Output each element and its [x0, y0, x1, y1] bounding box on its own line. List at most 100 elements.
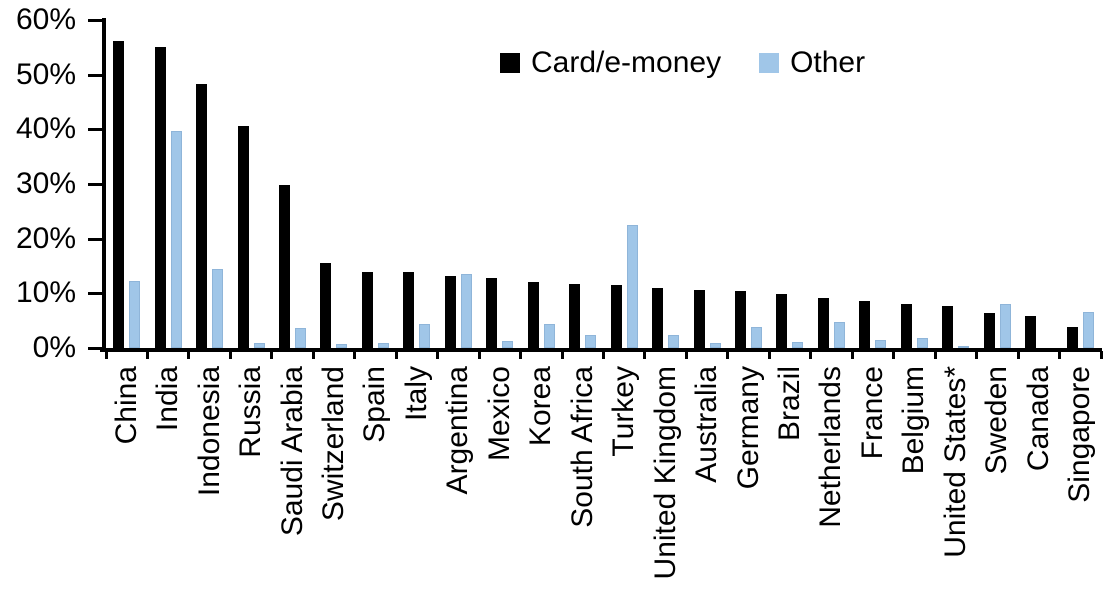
- x-tick-7: [394, 351, 398, 359]
- card-e-money-bar-australia: [693, 289, 705, 348]
- card-e-money-bar-turkey: [610, 285, 622, 348]
- bar-group-mexico: [479, 20, 520, 348]
- bar-group-china: [106, 20, 147, 348]
- x-tick-10: [519, 351, 523, 359]
- x-label-slot-canada: Canada: [1018, 366, 1059, 588]
- other-bar-india: [170, 131, 182, 348]
- card-e-money-bar-belgium: [900, 304, 912, 348]
- bar-group-indonesia: [189, 20, 230, 348]
- bar-group-turkey: [603, 20, 644, 348]
- x-category-label-russia: Russia: [234, 366, 268, 458]
- x-label-slot-indonesia: Indonesia: [189, 366, 230, 588]
- x-category-label-france: France: [855, 366, 889, 460]
- x-tick-21: [975, 351, 979, 359]
- x-axis-category-labels: China India Indonesia Russia Saudi Arabia Swi…: [106, 366, 1101, 588]
- y-tick-label-40: 40%: [15, 112, 76, 146]
- x-category-label-united-kingdom: United Kingdom: [648, 366, 682, 580]
- other-bar-netherlands: [833, 322, 845, 348]
- bar-group-spain: [355, 20, 396, 348]
- card-e-money-bar-argentina: [444, 275, 456, 348]
- bar-group-saudi-arabia: [272, 20, 313, 348]
- x-category-label-china: China: [109, 366, 143, 445]
- other-bar-russia: [253, 343, 265, 348]
- x-label-slot-singapore: Singapore: [1059, 366, 1100, 588]
- x-category-label-argentina: Argentina: [441, 366, 475, 495]
- x-category-label-sweden: Sweden: [980, 366, 1014, 475]
- bar-group-switzerland: [313, 20, 354, 348]
- other-bar-south-africa: [585, 335, 597, 348]
- other-bar-singapore: [1082, 311, 1094, 348]
- x-label-slot-argentina: Argentina: [438, 366, 479, 588]
- x-tick-3: [228, 351, 232, 359]
- card-e-money-bar-netherlands: [817, 297, 829, 348]
- card-emoney-legend-label: Card/e-money: [531, 46, 722, 79]
- x-category-label-netherlands: Netherlands: [814, 366, 848, 528]
- x-label-slot-south-africa: South Africa: [562, 366, 603, 588]
- x-label-slot-netherlands: Netherlands: [811, 366, 852, 588]
- other-bar-united-kingdom: [668, 335, 680, 348]
- x-label-slot-united-kingdom: United Kingdom: [645, 366, 686, 588]
- x-tick-0: [104, 351, 108, 359]
- y-tick-label-60: 60%: [15, 3, 76, 36]
- x-category-label-canada: Canada: [1021, 366, 1055, 472]
- x-label-slot-korea: Korea: [521, 366, 562, 588]
- bar-group-south-africa: [562, 20, 603, 348]
- y-tick-30: [88, 183, 102, 186]
- x-category-label-singapore: Singapore: [1063, 366, 1097, 503]
- bar-group-australia: [686, 20, 727, 348]
- x-tick-16: [767, 351, 771, 359]
- x-category-label-south-africa: South Africa: [565, 366, 599, 528]
- legend-item-other: Other: [759, 46, 865, 80]
- x-label-slot-russia: Russia: [230, 366, 271, 588]
- other-bar-australia: [709, 343, 721, 348]
- card-e-money-bar-united-states: [942, 305, 954, 348]
- other-bar-argentina: [460, 273, 472, 348]
- x-label-slot-india: India: [147, 366, 188, 588]
- x-tick-13: [643, 351, 647, 359]
- x-tick-15: [726, 351, 730, 359]
- x-label-slot-turkey: Turkey: [603, 366, 644, 588]
- card-e-money-bar-brazil: [776, 294, 788, 348]
- other-bar-turkey: [626, 225, 638, 348]
- x-label-slot-spain: Spain: [355, 366, 396, 588]
- other-bar-saudi-arabia: [295, 327, 307, 348]
- x-tick-9: [477, 351, 481, 359]
- bar-group-sweden: [977, 20, 1018, 348]
- y-tick-label-50: 50%: [15, 57, 76, 91]
- x-tick-2: [187, 351, 191, 359]
- x-category-label-australia: Australia: [690, 366, 724, 483]
- x-label-slot-italy: Italy: [396, 366, 437, 588]
- x-category-label-switzerland: Switzerland: [316, 366, 350, 522]
- card-e-money-bar-russia: [237, 126, 249, 348]
- card-e-money-bar-south-africa: [569, 284, 581, 348]
- legend-item-card-emoney: Card/e-money: [500, 46, 721, 80]
- card-e-money-bar-italy: [403, 272, 415, 348]
- bar-group-korea: [521, 20, 562, 348]
- x-label-slot-brazil: Brazil: [769, 366, 810, 588]
- x-category-label-turkey: Turkey: [607, 366, 641, 457]
- x-label-slot-switzerland: Switzerland: [313, 366, 354, 588]
- other-bar-belgium: [916, 337, 928, 348]
- x-label-slot-germany: Germany: [728, 366, 769, 588]
- x-label-slot-united-states: United States*: [935, 366, 976, 588]
- x-tick-8: [436, 351, 440, 359]
- y-tick-40: [88, 128, 102, 132]
- other-legend-swatch-icon: [759, 53, 780, 73]
- card-emoney-legend-swatch-icon: [500, 53, 520, 73]
- x-tick-5: [311, 351, 315, 359]
- x-label-slot-australia: Australia: [686, 366, 727, 588]
- bar-group-united-kingdom: [645, 20, 686, 348]
- bar-group-united-states: [935, 20, 976, 348]
- other-bar-mexico: [502, 341, 514, 348]
- card-e-money-bar-spain: [361, 271, 373, 348]
- card-e-money-bar-germany: [735, 290, 747, 348]
- x-label-slot-saudi-arabia: Saudi Arabia: [272, 366, 313, 588]
- other-bar-korea: [543, 323, 555, 348]
- y-tick-label-30: 30%: [15, 167, 76, 200]
- x-label-slot-france: France: [852, 366, 893, 588]
- y-tick-60: [88, 19, 102, 22]
- card-e-money-bar-india: [154, 47, 166, 348]
- x-category-label-united-states: United States*: [938, 366, 972, 558]
- other-bar-italy: [419, 323, 431, 348]
